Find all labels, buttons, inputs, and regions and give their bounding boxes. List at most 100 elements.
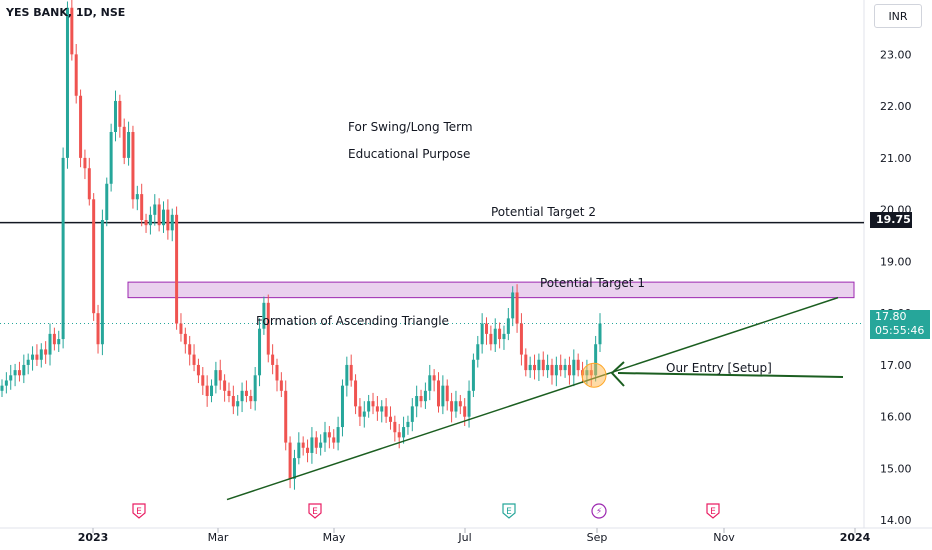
candle-body <box>253 375 257 402</box>
candle-body <box>157 204 161 226</box>
candle-body <box>131 132 135 200</box>
candle-body <box>292 458 296 479</box>
candle-body <box>31 354 35 360</box>
candle-body <box>279 380 283 391</box>
candle-body <box>13 370 17 376</box>
candle-body <box>196 364 200 376</box>
split-event-icon[interactable] <box>591 503 607 519</box>
candle-body <box>183 333 187 345</box>
candle-body <box>240 390 244 402</box>
entry-arrow[interactable] <box>610 361 844 387</box>
candle-body <box>249 396 253 402</box>
candle-body <box>336 427 340 443</box>
time-tick-label: Jul <box>457 531 471 544</box>
time-tick-label: Nov <box>713 531 735 544</box>
candle-body <box>218 370 222 381</box>
target1-zone[interactable] <box>127 281 855 299</box>
candle-body <box>153 204 157 215</box>
candle-body <box>541 359 545 371</box>
candle-body <box>554 364 558 376</box>
candle-body <box>458 401 462 407</box>
candle-body <box>210 385 214 396</box>
triangle-label: Formation of Ascending Triangle <box>256 314 449 328</box>
candle-body <box>546 364 550 371</box>
candle-body <box>594 344 598 376</box>
candle-body <box>498 328 502 340</box>
price-axis: 14.0015.0016.0017.0018.0019.0020.0021.00… <box>880 48 912 527</box>
candle-body <box>340 385 344 428</box>
earnings-event-icon[interactable] <box>132 503 146 519</box>
event-icon-glyph: E <box>312 507 318 517</box>
price-tick-label: 19.00 <box>880 255 912 268</box>
candles <box>0 0 602 490</box>
candle-body <box>170 214 174 231</box>
candle-body <box>310 437 314 453</box>
candle-body <box>598 323 602 345</box>
candle-body <box>52 333 56 345</box>
candle-body <box>463 406 467 417</box>
price-tick-label: 16.00 <box>880 411 912 424</box>
last-price-badge: 17.80 05:55:46 <box>870 310 930 339</box>
target1-label: Potential Target 1 <box>540 276 645 290</box>
candle-body <box>415 396 419 407</box>
ascending-trendline[interactable] <box>226 296 839 501</box>
dividend-event-icon[interactable] <box>502 503 516 519</box>
candle-body <box>380 406 384 412</box>
candle-body <box>537 359 541 371</box>
candle-body <box>192 354 196 365</box>
candle-body <box>201 375 205 386</box>
earnings-event-icon[interactable] <box>706 503 720 519</box>
candle-body <box>502 333 506 340</box>
event-markers[interactable]: E E E ⚡ E <box>132 503 720 519</box>
candle-body <box>109 132 113 184</box>
candle-body <box>39 349 43 360</box>
candle-body <box>423 390 427 402</box>
candle-body <box>144 220 148 226</box>
candle-body <box>266 302 270 355</box>
candle-body <box>410 406 414 422</box>
currency-button[interactable]: INR <box>874 4 922 28</box>
candle-body <box>166 209 170 231</box>
earnings-event-icon[interactable] <box>308 503 322 519</box>
candle-body <box>4 380 8 386</box>
candle-body <box>515 292 519 324</box>
target2-label: Potential Target 2 <box>491 205 596 219</box>
candle-body <box>384 406 388 417</box>
candle-body <box>493 328 497 345</box>
candle-body <box>26 359 30 365</box>
candle-body <box>306 447 310 453</box>
time-tick-label: 2023 <box>78 531 109 544</box>
candle-body <box>393 421 397 433</box>
event-icon-glyph: E <box>136 507 142 517</box>
candle-body <box>17 370 21 376</box>
candle-body <box>100 220 104 345</box>
candle-body <box>275 364 279 381</box>
candle-body <box>92 199 96 314</box>
time-tick-label: 2024 <box>840 531 871 544</box>
time-tick-label: Mar <box>208 531 229 544</box>
candle-body <box>175 214 179 324</box>
candle-body <box>284 390 288 443</box>
candle-body <box>135 194 139 200</box>
candle-body <box>113 100 117 132</box>
candle-body <box>0 385 4 391</box>
candle-body <box>567 364 571 376</box>
candle-body <box>519 323 523 355</box>
candle-body <box>214 370 218 386</box>
target2-price-badge: 19.75 <box>870 212 912 228</box>
price-tick-label: 23.00 <box>880 48 912 61</box>
candle-body <box>188 344 192 355</box>
candle-body <box>61 157 65 340</box>
candle-body <box>297 442 301 459</box>
candle-body <box>9 375 13 381</box>
candle-body <box>358 406 362 417</box>
swing-text: For Swing/Long Term <box>348 120 473 134</box>
candle-body <box>450 401 454 412</box>
candle-body <box>105 183 109 220</box>
candle-body <box>332 437 336 443</box>
candle-body <box>397 432 401 438</box>
candle-body <box>524 354 528 371</box>
candle-body <box>428 375 432 391</box>
candle-body <box>319 442 323 448</box>
